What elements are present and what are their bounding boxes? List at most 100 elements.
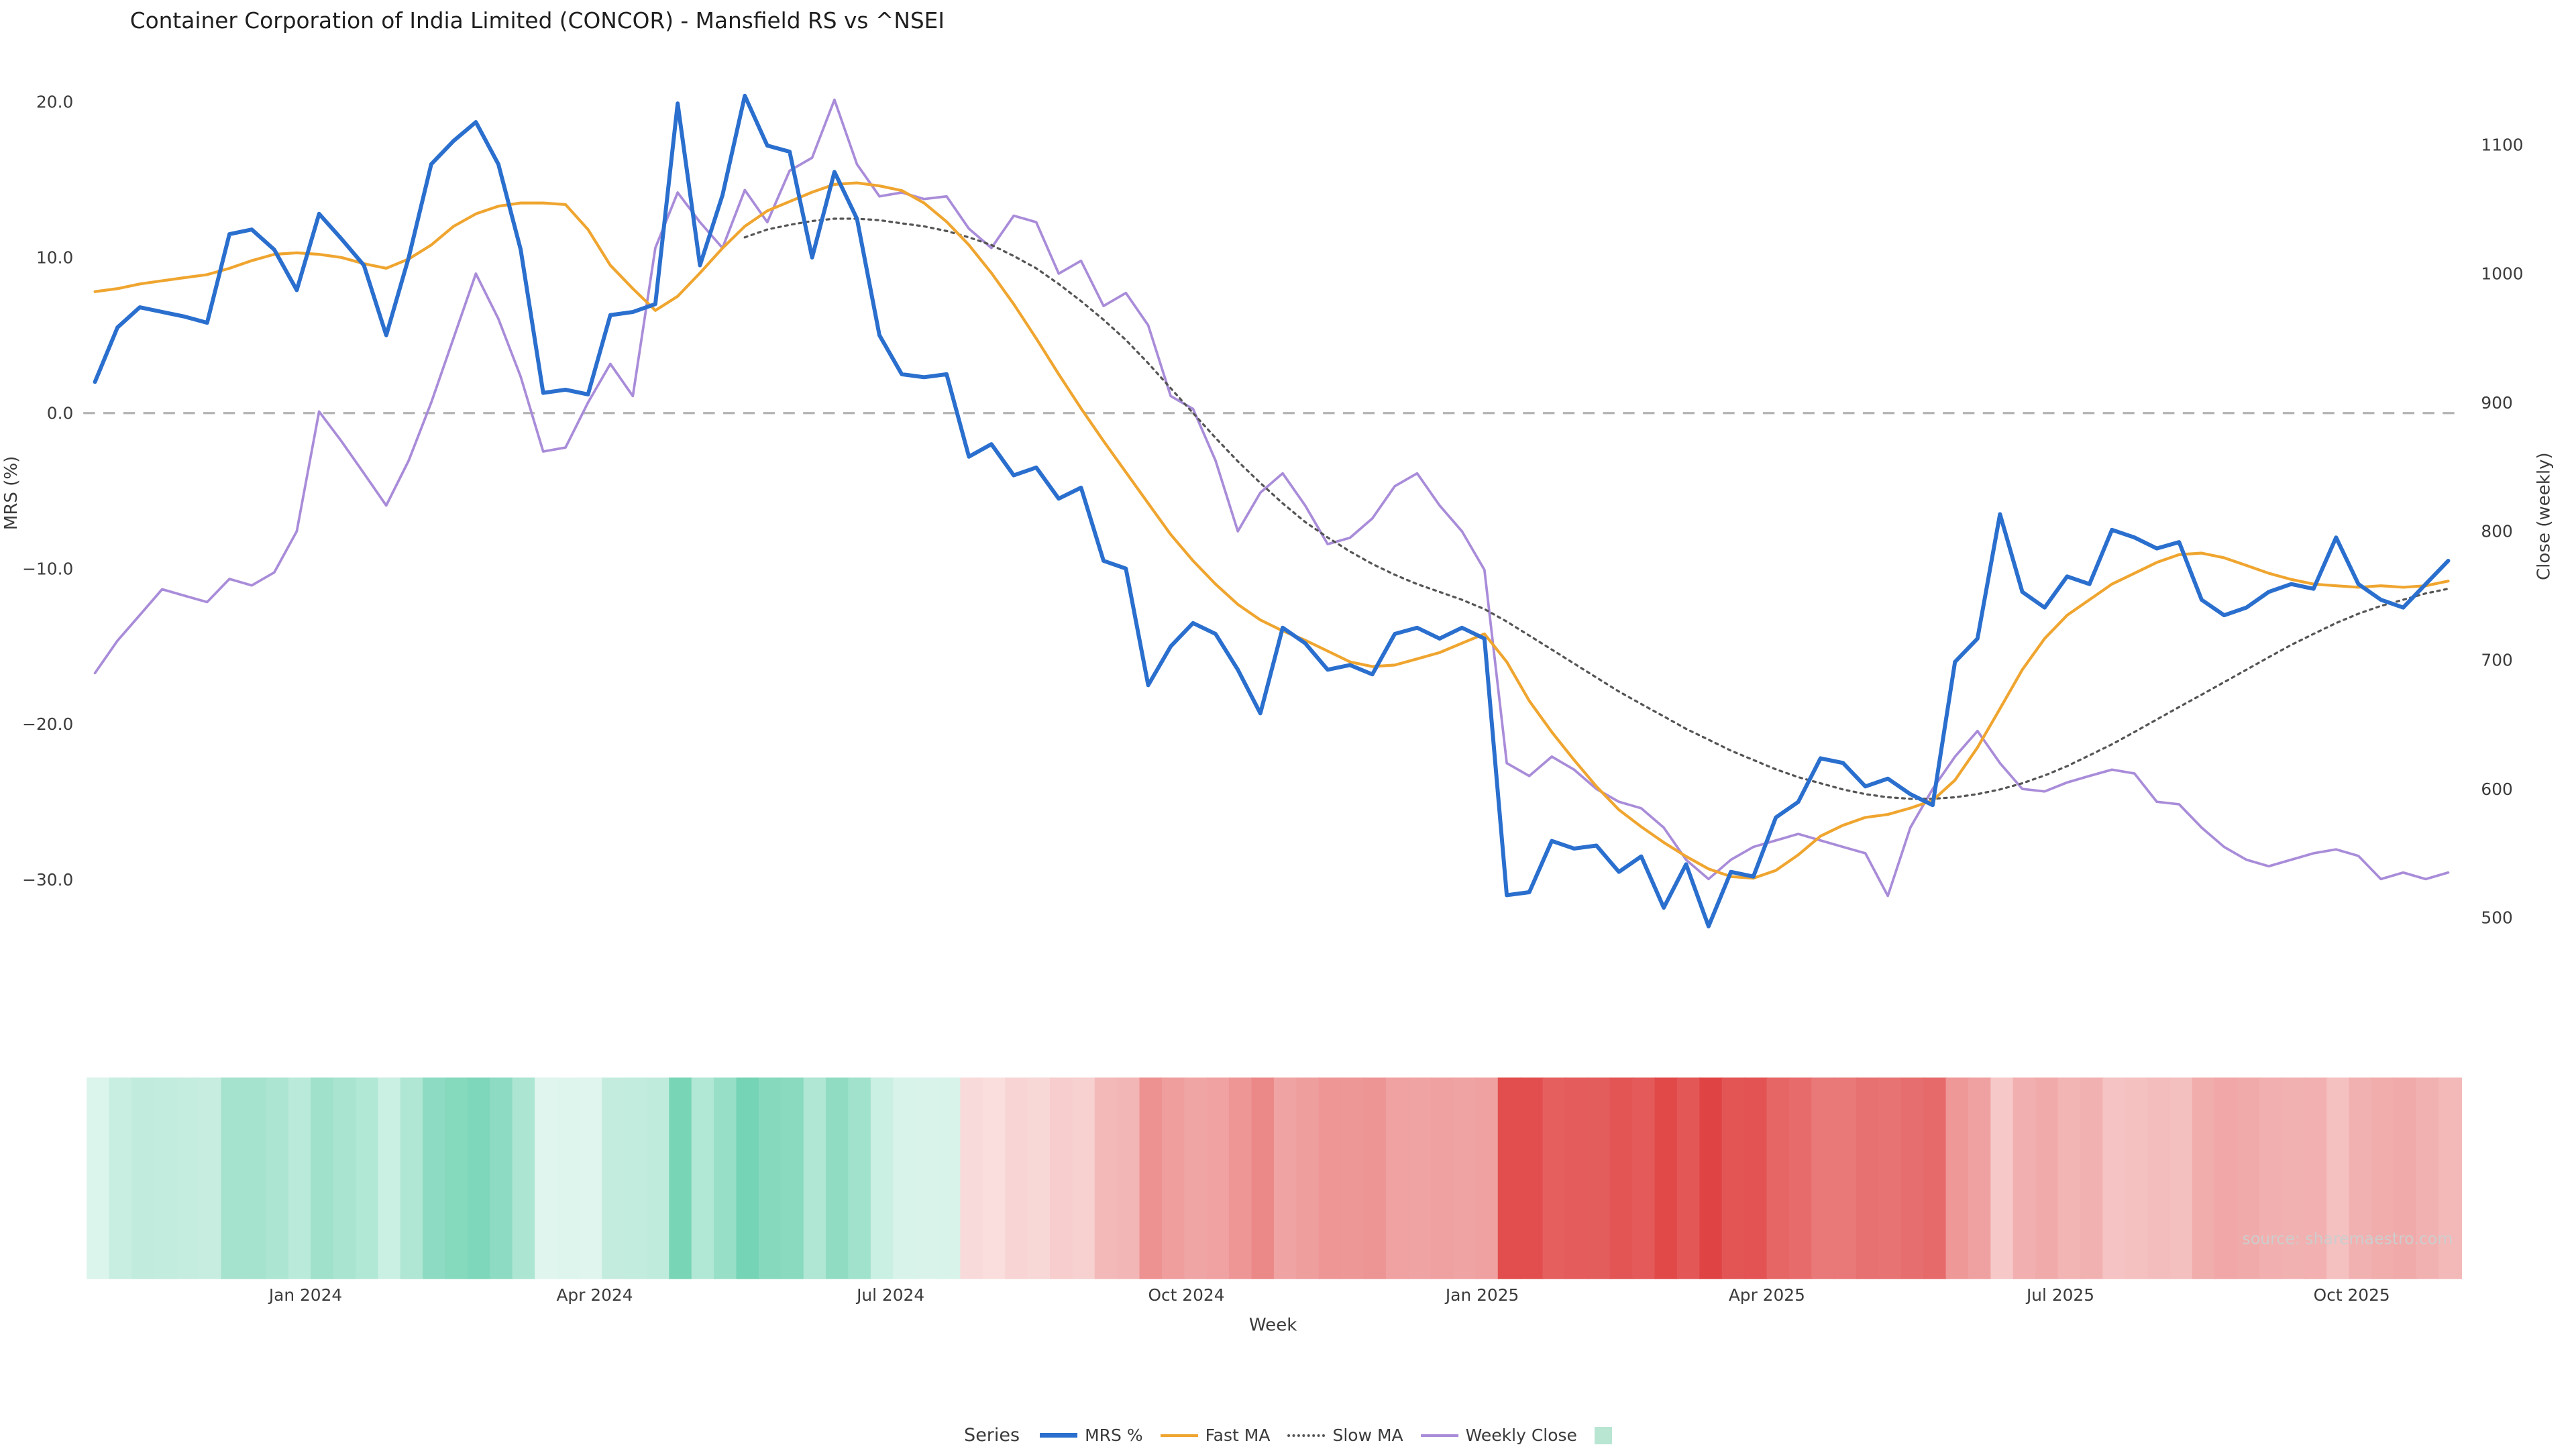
heatmap-cell: [1453, 1077, 1477, 1279]
heatmap-cell: [467, 1077, 491, 1279]
heatmap-cell: [579, 1077, 603, 1279]
heatmap-cell: [288, 1077, 312, 1279]
heatmap-cell: [2035, 1077, 2059, 1279]
heatmap-cell: [2394, 1077, 2418, 1279]
x-tick-label: Apr 2024: [556, 1285, 633, 1305]
heatmap-cell: [1117, 1077, 1141, 1279]
heatmap-cell: [1072, 1077, 1096, 1279]
heatmap-cell: [2282, 1077, 2306, 1279]
heatmap-cell: [1251, 1077, 1275, 1279]
heatmap-cell: [669, 1077, 693, 1279]
heatmap-cell: [736, 1077, 760, 1279]
heatmap-cell: [1139, 1077, 1163, 1279]
y-right-axis-title: Close (weekly): [2534, 452, 2554, 580]
heatmap-cell: [1968, 1077, 1992, 1279]
heatmap-cell: [1229, 1077, 1252, 1279]
y-right-tick-label: 900: [2481, 393, 2512, 413]
y-left-tick-label: 10.0: [36, 248, 73, 268]
heatmap-cell: [1744, 1077, 1768, 1279]
heatmap-cell: [87, 1077, 111, 1279]
heatmap-cell: [1408, 1077, 1432, 1279]
x-axis-title: Week: [1249, 1316, 1297, 1336]
heatmap-cell: [1161, 1077, 1185, 1279]
heatmap-cell: [1363, 1077, 1387, 1279]
heatmap-cell: [1184, 1077, 1208, 1279]
legend-line-swatch-icon: [1287, 1434, 1326, 1437]
legend-label: MRS %: [1085, 1426, 1143, 1445]
x-tick-label: Jul 2024: [855, 1285, 924, 1305]
heatmap-cell: [960, 1077, 984, 1279]
heatmap-cell: [2147, 1077, 2171, 1279]
x-tick-label: Oct 2025: [2314, 1285, 2390, 1305]
heatmap-cell: [1900, 1077, 1925, 1279]
plot-area: [83, 93, 2463, 928]
legend-line-swatch-icon: [1420, 1434, 1458, 1437]
heatmap-cell: [1632, 1077, 1656, 1279]
heatmap-cell: [2416, 1077, 2440, 1279]
heatmap-cell: [602, 1077, 626, 1279]
heatmap-cell: [714, 1077, 737, 1279]
heatmap-cell: [1497, 1077, 1521, 1279]
heatmap-cell: [2012, 1077, 2037, 1279]
heatmap-cell: [758, 1077, 782, 1279]
heatmap-cell: [1430, 1077, 1454, 1279]
y-right-tick-label: 500: [2481, 908, 2512, 928]
source-credit: source: sharemaestro.com: [2243, 1230, 2453, 1248]
heatmap-cell: [2237, 1077, 2261, 1279]
heatmap-cell: [2371, 1077, 2395, 1279]
heatmap-cell: [1654, 1077, 1678, 1279]
heatmap-cell: [1385, 1077, 1409, 1279]
heatmap-cell: [2102, 1077, 2127, 1279]
series-line-mrs: [93, 93, 2451, 928]
legend-line-swatch-icon: [1160, 1434, 1198, 1437]
heatmap-cell: [2326, 1077, 2351, 1279]
heatmap-cell: [1923, 1077, 1947, 1279]
heatmap-cell: [199, 1077, 222, 1279]
legend: Series MRS % Fast MA Slow MA Weekly Close: [964, 1425, 1612, 1446]
heatmap-cell: [938, 1077, 961, 1279]
heatmap-cell: [1027, 1077, 1051, 1279]
heatmap-cell: [1811, 1077, 1835, 1279]
y-left-tick-label: 20.0: [36, 93, 73, 112]
heatmap-cell: [803, 1077, 827, 1279]
heatmap-cell: [1699, 1077, 1723, 1279]
heatmap-cell: [1833, 1077, 1858, 1279]
heatmap-cell: [2192, 1077, 2216, 1279]
heatmap-cell: [826, 1077, 849, 1279]
heatmap-cell: [1788, 1077, 1813, 1279]
heatmap-cell: [2169, 1077, 2194, 1279]
legend-item-slow_ma: Slow MA: [1287, 1426, 1403, 1445]
legend-title: Series: [964, 1425, 1020, 1446]
heatmap-cell: [2438, 1077, 2463, 1279]
heatmap-cell: [400, 1077, 424, 1279]
legend-item-weekly_close: Weekly Close: [1420, 1426, 1577, 1445]
series-line-fast_ma: [93, 181, 2450, 880]
heatmap-cell: [1766, 1077, 1790, 1279]
y-left-tick-label: −30.0: [22, 870, 73, 890]
heatmap-cell: [1721, 1077, 1746, 1279]
heatmap-swatch-icon: [1594, 1426, 1612, 1444]
heatmap-cell: [1094, 1077, 1118, 1279]
legend-label: Fast MA: [1205, 1426, 1271, 1445]
heatmap-cell: [378, 1077, 402, 1279]
y-right-tick-label: 600: [2481, 780, 2512, 799]
heatmap-cell: [1296, 1077, 1320, 1279]
heatmap-cell: [1945, 1077, 1970, 1279]
heatmap-cell: [1005, 1077, 1029, 1279]
heatmap-cell: [109, 1077, 133, 1279]
heatmap-cell: [2057, 1077, 2082, 1279]
heatmap-cell: [131, 1077, 155, 1279]
heatmap-cell: [1587, 1077, 1611, 1279]
heatmap-cell: [445, 1077, 469, 1279]
heatmap-cell: [490, 1077, 514, 1279]
heatmap-cell: [512, 1077, 536, 1279]
heatmap-cell: [1856, 1077, 1880, 1279]
axis-ticks: 20.0 10.0 0.0 −10.0 −20.0 −30.0 1100 1000 900 800…: [22, 93, 2523, 1305]
y-right-tick-label: 1000: [2481, 264, 2523, 284]
heatmap-cell: [1520, 1077, 1544, 1279]
heatmap-cell: [2259, 1077, 2283, 1279]
heatmap-cell: [1049, 1077, 1073, 1279]
legend-label: Slow MA: [1332, 1426, 1403, 1445]
heatmap-cell: [915, 1077, 939, 1279]
